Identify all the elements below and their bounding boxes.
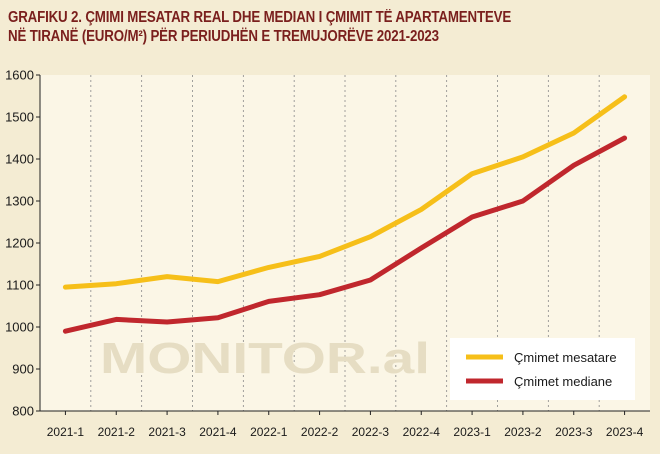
y-tick-label: 1100: [6, 278, 34, 293]
y-tick-label: 900: [12, 362, 34, 377]
x-tick-label: 2023-2: [504, 425, 542, 439]
x-tick-label: 2022-4: [403, 425, 441, 439]
x-tick-label: 2022-3: [352, 425, 390, 439]
x-tick-label: 2021-1: [47, 425, 85, 439]
x-tick-label: 2023-3: [555, 425, 593, 439]
x-tick-label: 2021-2: [98, 425, 136, 439]
x-tick-label: 2023-1: [453, 425, 491, 439]
legend-label-mean: Çmimet mesatare: [514, 350, 617, 365]
chart-title-line2: NË TIRANË (EURO/M²) PËR PERIUDHËN E TREM…: [8, 28, 439, 45]
x-tick-label: 2022-2: [301, 425, 339, 439]
y-tick-label: 1300: [5, 194, 34, 209]
chart-title-line1: GRAFIKU 2. ÇMIMI MESATAR REAL DHE MEDIAN…: [8, 9, 512, 26]
x-tick-label: 2021-3: [148, 425, 186, 439]
x-tick-label: 2022-1: [250, 425, 288, 439]
legend-label-median: Çmimet mediane: [514, 374, 612, 389]
y-tick-label: 800: [12, 404, 34, 419]
y-tick-label: 1000: [5, 320, 34, 335]
legend: Çmimet mesatare Çmimet mediane: [450, 338, 635, 400]
x-tick-label: 2023-4: [606, 425, 644, 439]
legend-box: [450, 338, 635, 400]
y-tick-label: 1200: [5, 236, 34, 251]
y-tick-label: 1400: [5, 152, 34, 167]
series-line-median: [62, 135, 628, 334]
series-lines: [62, 94, 628, 334]
watermark: MONITOR.al: [100, 334, 430, 383]
x-tick-label: 2021-4: [199, 425, 237, 439]
y-tick-label: 1500: [5, 110, 34, 125]
chart-title: GRAFIKU 2. ÇMIMI MESATAR REAL DHE MEDIAN…: [8, 8, 558, 46]
series-line-mean: [62, 94, 628, 290]
axes: 800 900 1000 1100 1200 1300 1400 1500 1600 2021-1…: [5, 68, 650, 439]
y-tick-label: 1600: [5, 68, 34, 83]
